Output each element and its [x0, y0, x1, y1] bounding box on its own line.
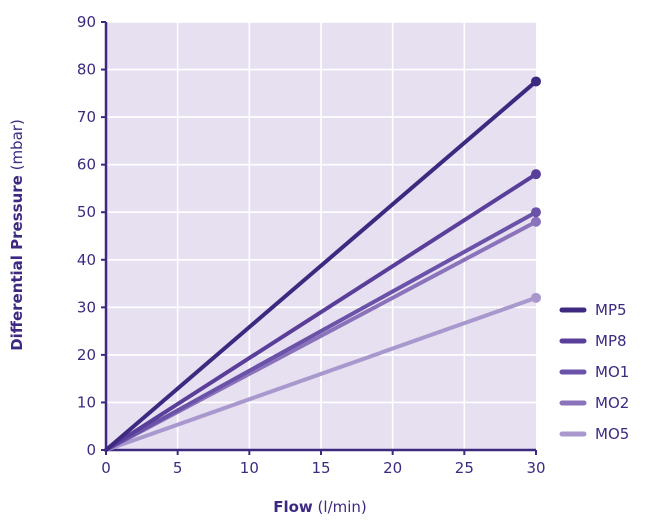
legend-label-mo5: MO5: [595, 425, 629, 443]
x-tick-label: 30: [526, 459, 545, 477]
y-tick-label: 0: [86, 441, 96, 459]
x-tick-label: 10: [240, 459, 259, 477]
y-axis-label: Differential Pressure (mbar): [8, 119, 26, 351]
legend: MP5 MP8 MO1 MO2 MO5: [559, 301, 629, 443]
x-axis-label: Flow (l/min): [273, 498, 367, 516]
x-tick-label: 25: [455, 459, 474, 477]
series-line-mp8: [104, 172, 538, 452]
y-axis-ticks: 0 10 20 30 40 50 60 70 80 90: [77, 13, 106, 459]
legend-label-mp5: MP5: [595, 301, 627, 319]
series-endpoint-mp5: [531, 76, 541, 87]
x-tick-label: 0: [101, 459, 111, 477]
legend-label-mo2: MO2: [595, 394, 629, 412]
x-axis-ticks: 0 5 10 15 20 25 30: [101, 450, 546, 477]
x-tick-label: 5: [173, 459, 183, 477]
series-endpoint-mo5: [531, 292, 541, 303]
x-axis-label-bold: Flow: [273, 498, 313, 516]
series-endpoint-mp8: [531, 169, 541, 180]
y-tick-label: 80: [77, 61, 96, 79]
y-tick-label: 60: [77, 156, 96, 174]
series-endpoint-mo1: [531, 207, 541, 218]
series-lines: [104, 76, 541, 452]
y-tick-label: 30: [77, 298, 96, 316]
x-tick-label: 20: [383, 459, 402, 477]
y-tick-label: 40: [77, 251, 96, 269]
x-tick-label: 15: [311, 459, 330, 477]
grid: [106, 21, 536, 450]
x-axis-label-unit: (l/min): [313, 498, 367, 516]
y-tick-label: 20: [77, 346, 96, 364]
legend-label-mo1: MO1: [595, 363, 629, 381]
y-tick-label: 10: [77, 393, 96, 411]
y-axis-label-unit: (mbar): [8, 119, 26, 175]
y-tick-label: 50: [77, 203, 96, 221]
y-axis-label-bold: Differential Pressure: [8, 175, 26, 351]
series-line-mo1: [104, 210, 538, 452]
y-tick-label: 70: [77, 108, 96, 126]
series-endpoint-mo2: [531, 216, 541, 227]
series-line-mo5: [104, 295, 538, 452]
y-tick-label: 90: [77, 13, 96, 31]
series-line-mp5: [104, 79, 538, 452]
legend-label-mp8: MP8: [595, 332, 627, 350]
